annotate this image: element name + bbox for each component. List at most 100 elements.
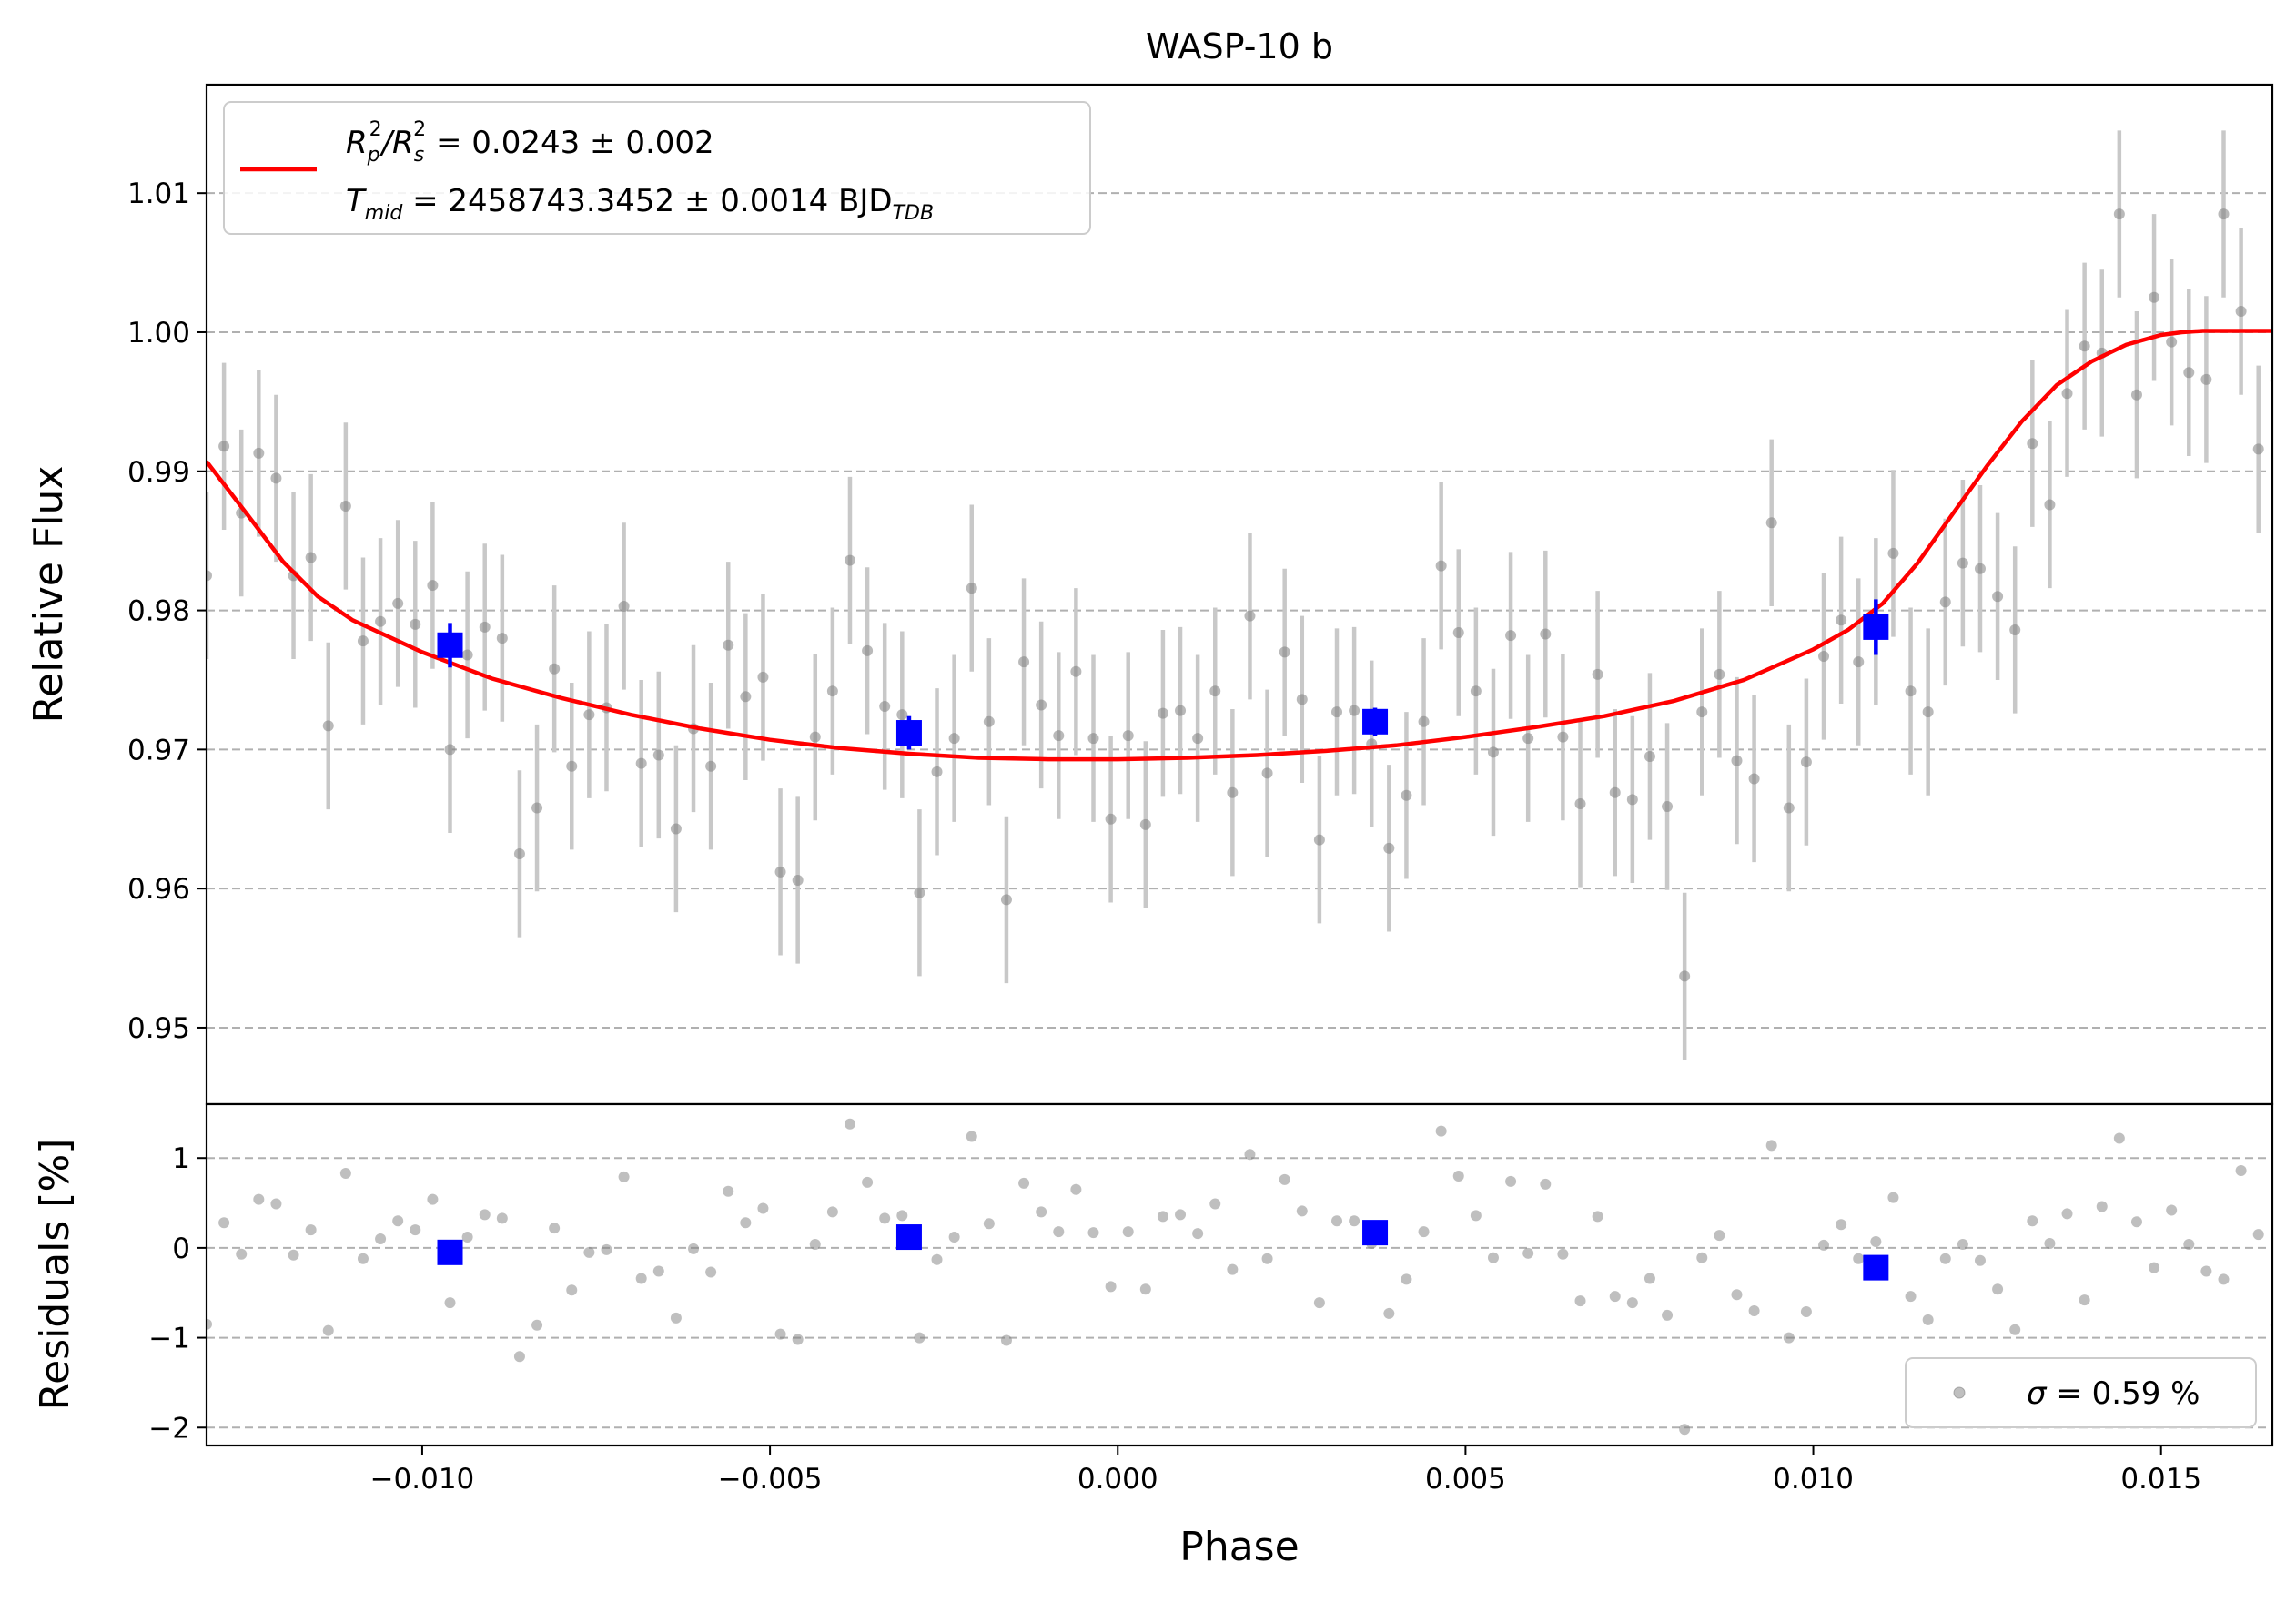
- raw-flux-point: [1192, 733, 1204, 745]
- residual-point: [757, 1202, 769, 1214]
- residual-point: [1070, 1183, 1082, 1195]
- residual-point: [218, 1217, 230, 1229]
- raw-flux-point: [375, 615, 387, 627]
- residual-point: [392, 1215, 404, 1227]
- raw-flux-point: [2061, 388, 2073, 400]
- residual-point: [1349, 1215, 1360, 1227]
- residual-point: [1000, 1334, 1012, 1346]
- legend-tmid-value: = 2458743.3452 ± 0.0014 BJD: [402, 183, 892, 219]
- raw-flux-point: [566, 760, 578, 772]
- raw-flux-point: [1592, 668, 1603, 680]
- residual-point: [444, 1297, 456, 1309]
- residual-point: [357, 1253, 369, 1264]
- residual-point: [1592, 1211, 1603, 1223]
- legend-tmid-t: T: [346, 183, 367, 219]
- raw-flux-point: [2288, 350, 2296, 361]
- raw-flux-point: [583, 709, 595, 721]
- raw-flux-point: [1349, 705, 1360, 716]
- raw-flux-point: [1418, 715, 1430, 727]
- raw-flux-point: [1227, 786, 1239, 798]
- legend-depth-sup-1: 2: [369, 118, 382, 141]
- residual-point: [305, 1224, 317, 1236]
- raw-flux-point: [2009, 624, 2021, 635]
- residual-point: [705, 1266, 717, 1278]
- residuals-panel: −2−101 −0.010 −0.005 0.000 0.005 0.010 0.015 …: [32, 1102, 2274, 1570]
- raw-flux-point: [1800, 756, 1812, 768]
- residual-point: [1800, 1305, 1812, 1317]
- residual-point: [270, 1198, 282, 1210]
- residual-point: [549, 1223, 561, 1234]
- residual-point: [1505, 1175, 1517, 1187]
- raw-flux-point: [1487, 746, 1499, 758]
- raw-flux-point: [1175, 705, 1187, 716]
- raw-flux-point: [879, 701, 891, 713]
- residual-point: [1139, 1283, 1151, 1295]
- raw-flux-point: [2027, 438, 2038, 450]
- residual-point: [1783, 1332, 1795, 1344]
- legend-tmid-sub: mid: [365, 202, 404, 225]
- binned-residual-point: [437, 1239, 463, 1265]
- residual-point: [1974, 1254, 1986, 1266]
- raw-flux-point: [1887, 547, 1899, 559]
- flux-y-axis-label: Relative Flux: [25, 466, 72, 724]
- residual-point: [2079, 1294, 2090, 1306]
- raw-flux-point: [809, 731, 821, 743]
- raw-flux-point: [914, 887, 925, 898]
- residual-point: [1662, 1309, 1674, 1321]
- flux-legend: Rp 2/Rs 2 = 0.0243 ± 0.002 Tmid = 2458743.…: [223, 101, 1091, 235]
- residual-point: [931, 1253, 943, 1265]
- raw-flux-point: [1905, 685, 1917, 697]
- raw-flux-point: [1452, 627, 1464, 639]
- residual-point: [1487, 1252, 1499, 1263]
- raw-flux-point: [1053, 730, 1065, 742]
- raw-flux-point: [1557, 731, 1569, 743]
- residual-point: [1626, 1297, 1638, 1309]
- raw-flux-point: [270, 472, 282, 484]
- residual-point: [1870, 1235, 1882, 1247]
- raw-flux-point: [1279, 646, 1290, 658]
- legend-depth-value: = 0.0243 ± 0.002: [426, 125, 714, 161]
- residual-point: [635, 1273, 647, 1284]
- residual-point: [723, 1185, 734, 1197]
- binned-residual-point: [895, 1224, 922, 1251]
- raw-flux-point: [1522, 733, 1534, 745]
- residual-point: [2096, 1201, 2108, 1212]
- residual-point: [461, 1232, 473, 1243]
- raw-flux-point: [549, 663, 561, 675]
- raw-flux-point: [1383, 842, 1395, 854]
- residual-point: [1887, 1192, 1899, 1203]
- raw-flux-point: [1070, 665, 1082, 677]
- residual-point: [983, 1218, 995, 1230]
- legend-depth-r: R: [346, 125, 368, 161]
- raw-flux-point: [1679, 970, 1691, 982]
- raw-flux-point: [2149, 291, 2160, 303]
- residuals-y-axis-label: Residuals [%]: [32, 1139, 78, 1411]
- residual-point: [1209, 1198, 1221, 1210]
- residual-point: [601, 1243, 612, 1255]
- raw-flux-point: [705, 760, 717, 772]
- residual-point: [1731, 1289, 1743, 1301]
- residual-point: [1122, 1226, 1134, 1238]
- residual-point: [1313, 1297, 1325, 1309]
- x-axis-label: Phase: [1179, 1524, 1299, 1570]
- raw-flux-point: [1036, 699, 1047, 711]
- raw-flux-point: [2166, 336, 2178, 348]
- raw-flux-point: [392, 597, 404, 609]
- residual-point: [253, 1193, 265, 1205]
- raw-flux-point: [253, 447, 265, 459]
- flux-y-tick-label: 0.97: [127, 734, 190, 766]
- residual-point: [1244, 1149, 1256, 1161]
- residual-point: [2113, 1132, 2125, 1144]
- legend-depth-sub-p: p: [367, 144, 380, 167]
- residual-point: [1018, 1177, 1030, 1189]
- residual-point: [2218, 1273, 2230, 1285]
- raw-flux-point: [1957, 557, 1968, 569]
- raw-flux-point: [2235, 306, 2247, 318]
- residual-point: [496, 1212, 508, 1224]
- residual-point: [2027, 1215, 2038, 1227]
- residual-point: [288, 1249, 299, 1261]
- binned-flux-point: [437, 632, 463, 658]
- raw-flux-point: [444, 744, 456, 756]
- raw-flux-point: [1939, 596, 1951, 608]
